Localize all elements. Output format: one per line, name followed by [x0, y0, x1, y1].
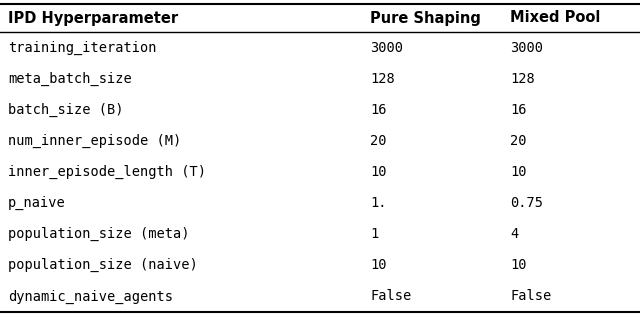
Text: 16: 16 — [510, 103, 527, 117]
Text: population_size (meta): population_size (meta) — [8, 227, 189, 241]
Text: batch_size (B): batch_size (B) — [8, 103, 124, 117]
Text: num_inner_episode (M): num_inner_episode (M) — [8, 134, 181, 148]
Text: IPD Hyperparameter: IPD Hyperparameter — [8, 10, 178, 25]
Text: meta_batch_size: meta_batch_size — [8, 72, 132, 86]
Text: Mixed Pool: Mixed Pool — [510, 10, 600, 25]
Text: Pure Shaping: Pure Shaping — [370, 10, 481, 25]
Text: training_iteration: training_iteration — [8, 40, 157, 55]
Text: 128: 128 — [370, 72, 395, 86]
Text: p_naive: p_naive — [8, 196, 66, 210]
Text: 10: 10 — [370, 258, 387, 272]
Text: dynamic_naive_agents: dynamic_naive_agents — [8, 289, 173, 303]
Text: 10: 10 — [370, 165, 387, 179]
Text: 16: 16 — [370, 103, 387, 117]
Text: 3000: 3000 — [510, 41, 543, 55]
Text: 20: 20 — [370, 134, 387, 148]
Text: inner_episode_length (T): inner_episode_length (T) — [8, 165, 206, 179]
Text: 1.: 1. — [370, 196, 387, 210]
Text: 128: 128 — [510, 72, 535, 86]
Text: 4: 4 — [510, 227, 518, 241]
Text: False: False — [370, 289, 412, 303]
Text: population_size (naive): population_size (naive) — [8, 258, 198, 273]
Text: 0.75: 0.75 — [510, 196, 543, 210]
Text: 10: 10 — [510, 258, 527, 272]
Text: 20: 20 — [510, 134, 527, 148]
Text: 3000: 3000 — [370, 41, 403, 55]
Text: False: False — [510, 289, 551, 303]
Text: 10: 10 — [510, 165, 527, 179]
Text: 1: 1 — [370, 227, 378, 241]
